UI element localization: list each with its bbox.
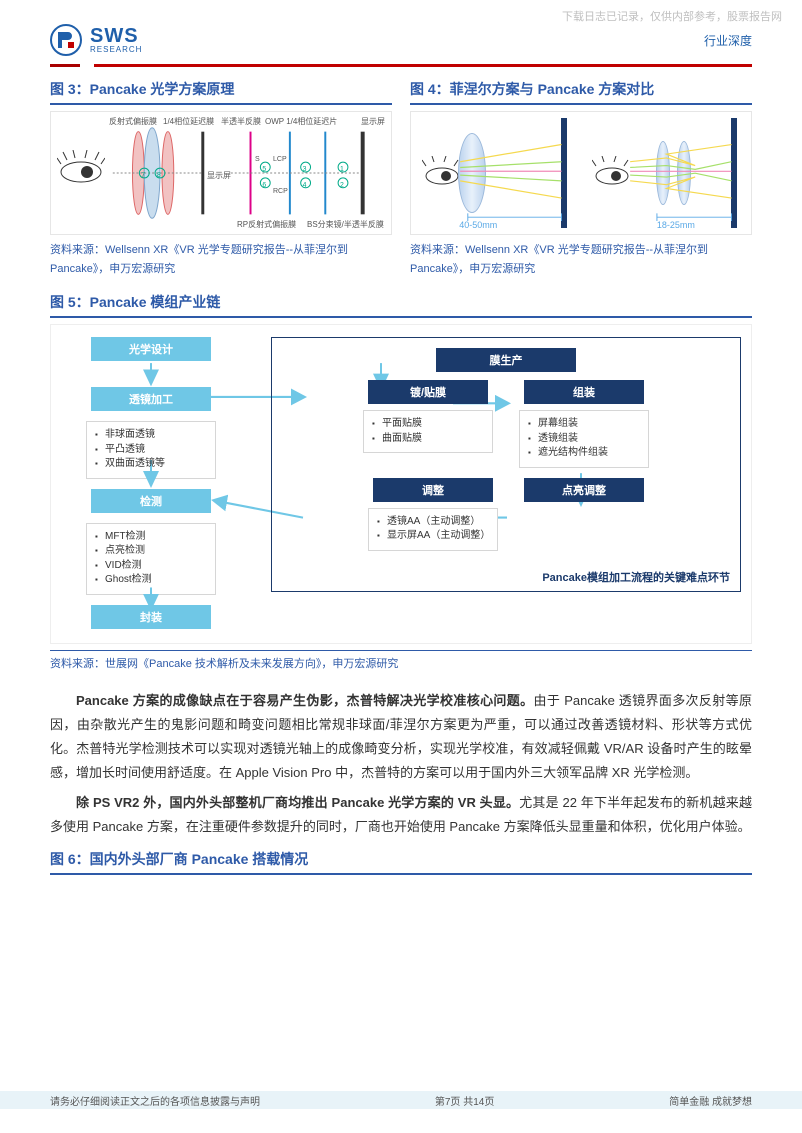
fig3-lab-disp2: 显示屏 <box>361 116 385 127</box>
list-item: VID检测 <box>95 559 207 574</box>
fig4-dist-right: 18-25mm <box>657 220 695 230</box>
svg-text:1: 1 <box>340 166 344 173</box>
node-coating-items: 平面贴膜 曲面贴膜 <box>363 410 493 453</box>
list-item: 平凸透镜 <box>95 443 207 458</box>
body-text: Pancake 方案的成像缺点在于容易产生伪影，杰普特解决光学校准核心问题。由于… <box>50 689 752 839</box>
flow-inset-caption: Pancake模组加工流程的关键难点环节 <box>542 569 730 585</box>
node-assembly-items: 屏幕组装 透镜组装 遮光结构件组装 <box>519 410 649 468</box>
svg-text:8: 8 <box>157 172 161 179</box>
fig3-lab-s: S <box>255 156 260 163</box>
figure-4-title: 图 4：菲涅尔方案与 Pancake 方案对比 <box>410 79 752 105</box>
watermark-text: 下载日志已记录，仅供内部参考，股票报告网 <box>562 8 782 24</box>
fig3-lab-owp: OWP 1/4相位延迟片 <box>265 116 337 127</box>
fig3-lab-rp: RP反射式偏振膜 <box>237 219 296 230</box>
logo-text-sub: RESEARCH <box>90 46 142 54</box>
figure-3: 图 3：Pancake 光学方案原理 <box>50 79 392 278</box>
fig3-lab-1: 反射式偏振膜 <box>109 116 157 127</box>
svg-text:2: 2 <box>340 182 344 189</box>
footer-center: 第7页 共14页 <box>435 1093 494 1108</box>
doc-type-label: 行业深度 <box>704 32 752 49</box>
page-content: 图 3：Pancake 光学方案原理 <box>0 67 802 875</box>
node-lens-processing: 透镜加工 <box>91 387 211 411</box>
header-rule <box>50 64 752 67</box>
node-film-production: 膜生产 <box>436 348 576 372</box>
logo: SWS RESEARCH <box>50 24 142 56</box>
list-item: 双曲面透镜等 <box>95 457 207 472</box>
logo-mark-icon <box>50 24 82 56</box>
list-item: 显示屏AA（主动调整） <box>377 529 489 544</box>
list-item: 透镜组装 <box>528 432 640 447</box>
list-item: 遮光结构件组装 <box>528 446 640 461</box>
node-lightup-adjust: 点亮调整 <box>524 478 644 502</box>
list-item: 点亮检测 <box>95 544 207 559</box>
svg-text:5: 5 <box>262 166 266 173</box>
list-item: 曲面贴膜 <box>372 432 484 447</box>
figure-5-flowchart: 光学设计 透镜加工 非球面透镜 平凸透镜 双曲面透镜等 检测 MFT检测 点亮检… <box>50 324 752 644</box>
list-item: MFT检测 <box>95 530 207 545</box>
node-adjust-items: 透镜AA（主动调整） 显示屏AA（主动调整） <box>368 508 498 551</box>
list-item: 非球面透镜 <box>95 428 207 443</box>
list-item: 透镜AA（主动调整） <box>377 515 489 530</box>
node-assembly: 组装 <box>524 380 644 404</box>
figure-4-source: 资料来源：Wellsenn XR《VR 光学专题研究报告--从菲涅尔到 Panc… <box>410 241 752 278</box>
figure-5-title: 图 5：Pancake 模组产业链 <box>50 292 752 318</box>
figure-3-diagram: 7 8 5 3 1 4 2 6 反射式偏振膜 1/4相位延迟膜 半透半反膜 显示… <box>50 111 392 235</box>
node-packaging: 封装 <box>91 605 211 629</box>
p2-bold: 除 PS VR2 外，国内外头部整机厂商均推出 Pancake 光学方案的 VR… <box>76 795 519 810</box>
paragraph-2: 除 PS VR2 外，国内外头部整机厂商均推出 Pancake 光学方案的 VR… <box>50 791 752 839</box>
footer-right: 简单金融 成就梦想 <box>669 1093 752 1108</box>
svg-text:7: 7 <box>141 172 145 179</box>
figure-4: 图 4：菲涅尔方案与 Pancake 方案对比 <box>410 79 752 278</box>
fig3-lab-disp: 显示屏 <box>207 170 231 181</box>
list-item: 屏幕组装 <box>528 417 640 432</box>
logo-text-main: SWS <box>90 26 142 46</box>
figure-5: 图 5：Pancake 模组产业链 <box>50 292 752 671</box>
figure-6-title: 图 6：国内外头部厂商 Pancake 搭载情况 <box>50 849 752 875</box>
list-item: 平面贴膜 <box>372 417 484 432</box>
svg-text:6: 6 <box>262 182 266 189</box>
figure-3-title: 图 3：Pancake 光学方案原理 <box>50 79 392 105</box>
node-optical-design: 光学设计 <box>91 337 211 361</box>
node-inspection-items: MFT检测 点亮检测 VID检测 Ghost检测 <box>86 523 216 595</box>
node-coating: 镀/贴膜 <box>368 380 488 404</box>
page-footer: 请务必仔细阅读正文之后的各项信息披露与声明 第7页 共14页 简单金融 成就梦想 <box>0 1091 802 1109</box>
svg-text:3: 3 <box>303 166 307 173</box>
flow-left-column: 光学设计 透镜加工 非球面透镜 平凸透镜 双曲面透镜等 检测 MFT检测 点亮检… <box>61 337 241 629</box>
node-lens-processing-items: 非球面透镜 平凸透镜 双曲面透镜等 <box>86 421 216 479</box>
fig3-lab-2: 1/4相位延迟膜 <box>163 116 214 127</box>
footer-left: 请务必仔细阅读正文之后的各项信息披露与声明 <box>50 1093 260 1108</box>
paragraph-1: Pancake 方案的成像缺点在于容易产生伪影，杰普特解决光学校准核心问题。由于… <box>50 689 752 785</box>
fig3-lab-lcp: LCP <box>273 156 287 163</box>
p1-bold: Pancake 方案的成像缺点在于容易产生伪影，杰普特解决光学校准核心问题。 <box>76 693 534 708</box>
figure-3-source: 资料来源：Wellsenn XR《VR 光学专题研究报告--从菲涅尔到 Panc… <box>50 241 392 278</box>
list-item: Ghost检测 <box>95 573 207 588</box>
figure-5-source: 资料来源：世展网《Pancake 技术解析及未来发展方向》，申万宏源研究 <box>50 650 752 671</box>
fig3-lab-3: 半透半反膜 <box>221 116 261 127</box>
fig3-lab-rcp: RCP <box>273 188 288 195</box>
flow-right-panel: 膜生产 镀/贴膜 平面贴膜 曲面贴膜 组装 <box>271 337 741 592</box>
fig3-lab-bs: BS分束镜/半透半反膜 <box>307 219 384 230</box>
svg-text:4: 4 <box>303 182 307 189</box>
node-inspection: 检测 <box>91 489 211 513</box>
fig4-dist-left: 40-50mm <box>459 220 497 230</box>
figure-4-diagram: 40-50mm <box>410 111 752 235</box>
node-adjust: 调整 <box>373 478 493 502</box>
